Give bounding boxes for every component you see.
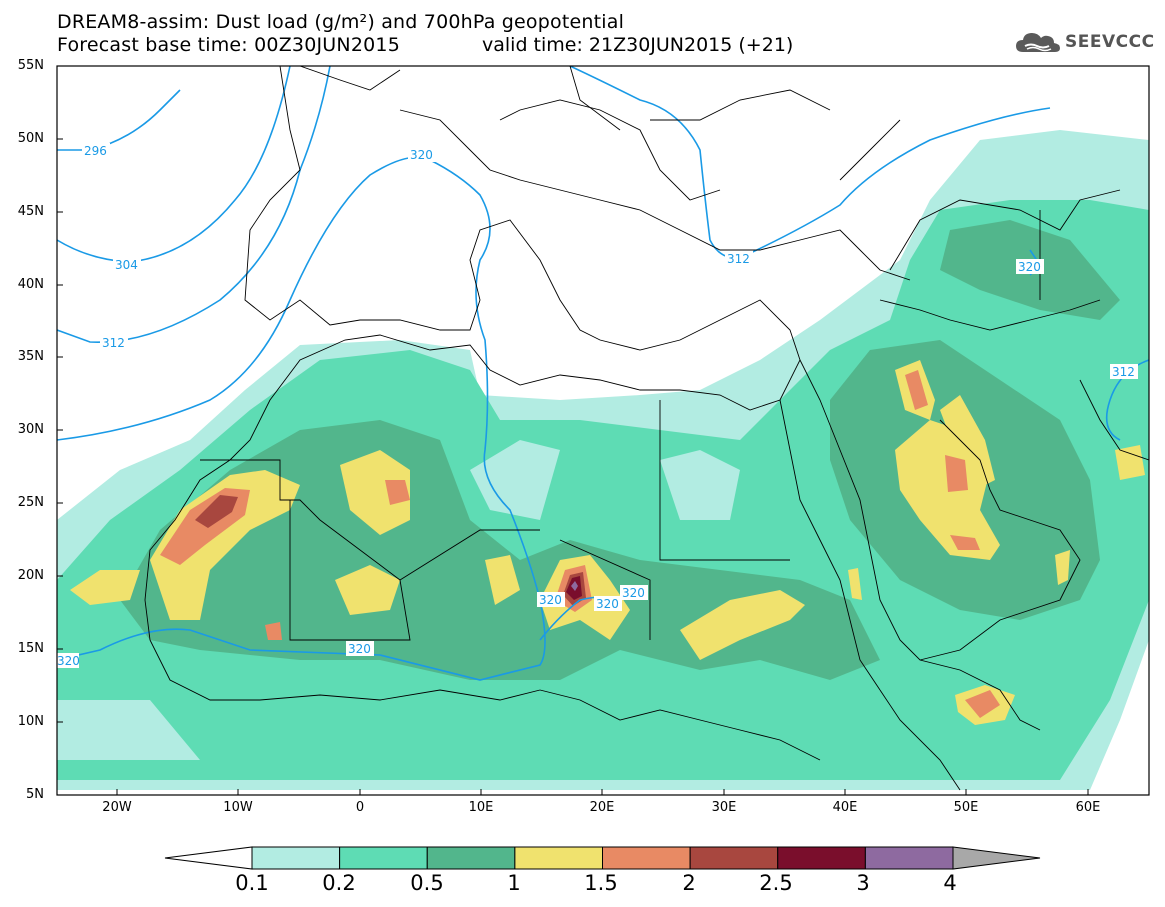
lat-label: 20N <box>17 568 44 583</box>
lon-label: 20W <box>102 800 132 815</box>
lon-label: 60E <box>1075 800 1101 815</box>
lat-label: 5N <box>26 787 44 802</box>
lat-label: 25N <box>17 495 44 510</box>
lon-label: 50E <box>953 800 979 815</box>
colorbar-label: 1.5 <box>584 871 618 895</box>
contour-label-320: 320 <box>348 642 371 656</box>
contour-label-312: 312 <box>102 336 125 350</box>
colorbar-label: 0.5 <box>410 871 444 895</box>
contour-labels: 296 304 312 320 320 312 320 320 320 320 … <box>57 143 1138 668</box>
contour-label-320: 320 <box>57 654 80 668</box>
lon-label: 10E <box>468 800 494 815</box>
lon-label: 30E <box>711 800 737 815</box>
dust-shading <box>57 130 1149 790</box>
lon-label: 20E <box>589 800 615 815</box>
lat-label: 45N <box>17 204 44 219</box>
colorbar-label: 3 <box>856 871 870 895</box>
contour-label-320: 320 <box>596 597 619 611</box>
colorbar-label: 2.5 <box>759 871 793 895</box>
contour-label-320: 320 <box>622 586 645 600</box>
axis-ticks <box>57 65 1089 795</box>
coastlines <box>144 66 1149 791</box>
lat-label: 50N <box>17 131 44 146</box>
lon-label: 10W <box>223 800 253 815</box>
seevccc-logo: SEEVCCC <box>1015 28 1155 56</box>
cloud-icon <box>1016 33 1060 52</box>
contour-label-320: 320 <box>539 593 562 607</box>
contour-label-320: 320 <box>1018 260 1041 274</box>
contour-label-320: 320 <box>410 148 433 162</box>
map-title: DREAM8-assim: Dust load (g/m²) and 700hP… <box>57 11 625 33</box>
colorbar-label: 0.2 <box>322 871 356 895</box>
lon-label: 0 <box>355 800 365 815</box>
dust-load-map: 296 304 312 320 320 312 320 320 320 320 … <box>56 65 1150 796</box>
contour-label-312: 312 <box>727 252 750 266</box>
lat-label: 10N <box>17 714 44 729</box>
lon-label: 40E <box>832 800 858 815</box>
contour-label-296: 296 <box>84 144 107 158</box>
valid-time: valid time: 21Z30JUN2015 (+21) <box>482 34 794 56</box>
lat-label: 40N <box>17 277 44 292</box>
lat-label: 15N <box>17 641 44 656</box>
lat-label: 55N <box>17 58 44 73</box>
lat-label: 30N <box>17 422 44 437</box>
contour-label-312: 312 <box>1112 365 1135 379</box>
contour-label-304: 304 <box>115 258 138 272</box>
logo-text: SEEVCCC <box>1065 32 1155 52</box>
lat-label: 35N <box>17 349 44 364</box>
colorbar-label: 2 <box>682 871 696 895</box>
colorbar-label: 4 <box>943 871 957 895</box>
colorbar-label: 0.1 <box>235 871 269 895</box>
colorbar-label: 1 <box>507 871 521 895</box>
forecast-base-time: Forecast base time: 00Z30JUN2015 <box>57 34 400 56</box>
